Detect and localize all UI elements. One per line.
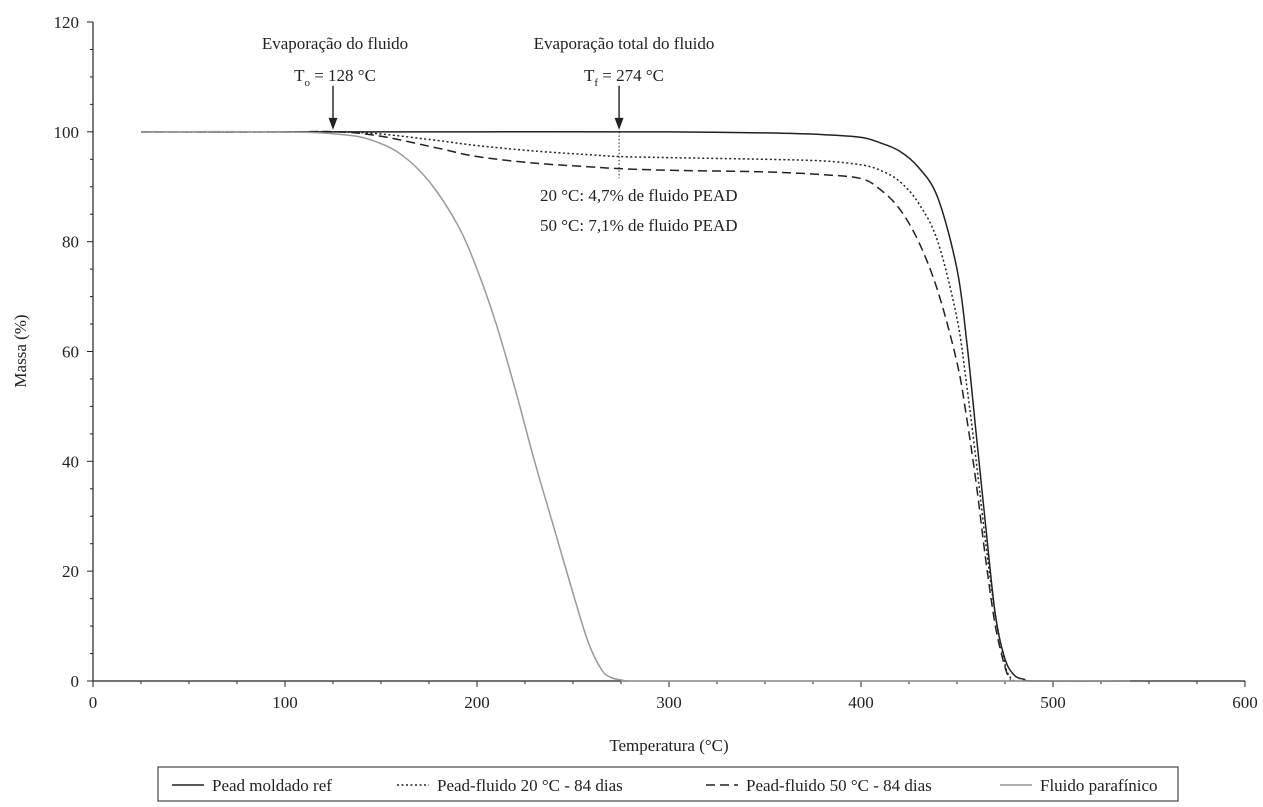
legend-label-2: Pead-fluido 20 °C - 84 dias [437,776,623,795]
annotation-onset: Evaporação do fluido To = 128 °C [262,34,408,130]
onset-t-rest: = 128 °C [310,66,376,85]
legend: Pead moldado ref Pead-fluido 20 °C - 84 d… [157,766,1179,802]
arrowhead-onset [328,117,338,130]
y-axis-title: Massa (%) [11,314,30,387]
x-axis-title: Temperatura (°C) [609,736,728,755]
y-tick-label: 80 [62,233,79,252]
series-layer [140,130,1130,682]
y-axis: 0 20 40 60 80 100 120 [54,13,94,691]
x-axis: 0 100 200 300 400 500 600 [89,680,1258,712]
annotation-final: Evaporação total do fluido Tf = 274 °C [534,34,715,130]
legend-label-1: Pead moldado ref [212,776,332,795]
legend-label-3: Pead-fluido 50 °C - 84 dias [746,776,932,795]
mass-loss-note-50: 50 °C: 7,1% de fluido PEAD [540,216,738,235]
y-ticks: 0 20 40 60 80 100 120 [54,13,93,691]
series-line-1 [141,131,1130,682]
y-tick-label: 120 [54,13,80,32]
x-ticks: 0 100 200 300 400 500 600 [89,681,1258,712]
y-tick-label: 40 [62,452,79,471]
final-t-sub: f [594,77,598,89]
onset-t-main: T [294,66,305,85]
y-tick-label: 20 [62,562,79,581]
mass-loss-note-20: 20 °C: 4,7% de fluido PEAD [540,186,738,205]
arrowhead-final [614,117,624,130]
legend-items: Pead moldado ref Pead-fluido 20 °C - 84 d… [172,776,1158,795]
series-line-4 [140,130,1130,682]
annotation-onset-temp: To = 128 °C [294,66,376,89]
legend-label-4: Fluido parafínico [1040,776,1158,795]
legend-box [157,766,1179,802]
y-tick-label: 0 [71,672,80,691]
onset-t-sub: o [304,77,310,89]
annotation-final-temp: Tf = 274 °C [584,66,664,89]
x-tick-label: 100 [272,693,298,712]
y-tick-label: 60 [62,343,79,362]
series-line-3 [141,130,1012,682]
annotation-final-title: Evaporação total do fluido [534,34,715,53]
x-tick-label: 0 [89,693,98,712]
final-t-rest: = 274 °C [598,66,664,85]
annotation-onset-title: Evaporação do fluido [262,34,408,53]
y-tick-label: 100 [54,123,80,142]
x-tick-label: 500 [1040,693,1066,712]
series-line-2 [141,130,1016,682]
final-t-main: T [584,66,595,85]
x-tick-label: 600 [1232,693,1258,712]
x-tick-label: 200 [464,693,490,712]
x-tick-label: 400 [848,693,874,712]
x-tick-label: 300 [656,693,682,712]
